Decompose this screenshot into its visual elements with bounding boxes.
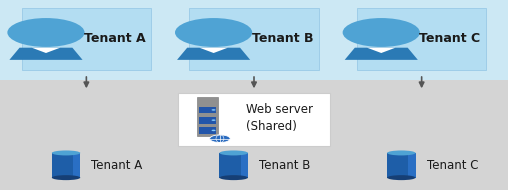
Circle shape [211,130,215,131]
Bar [387,153,416,178]
Text: Tenant A: Tenant A [91,159,143,172]
Text: Tenant B: Tenant B [252,32,313,45]
FancyBboxPatch shape [189,8,319,70]
Bar [52,153,80,178]
Polygon shape [73,153,80,178]
Bar [0,80,508,190]
Ellipse shape [219,175,248,180]
Text: Tenant A: Tenant A [84,32,146,45]
Polygon shape [10,48,82,60]
Ellipse shape [219,150,248,155]
Bar [199,117,215,124]
Bar [0,0,508,80]
Bar [199,127,215,134]
Polygon shape [241,153,248,178]
Ellipse shape [52,175,80,180]
Circle shape [211,109,215,111]
Polygon shape [31,48,60,53]
Circle shape [210,135,230,142]
Circle shape [175,18,252,47]
Polygon shape [408,153,416,178]
FancyBboxPatch shape [197,97,217,136]
Text: Tenant C: Tenant C [419,32,481,45]
Ellipse shape [387,175,416,180]
Circle shape [342,18,420,47]
Ellipse shape [387,150,416,155]
Bar [199,107,215,113]
FancyBboxPatch shape [21,8,151,70]
Text: Tenant C: Tenant C [427,159,478,172]
FancyBboxPatch shape [178,93,330,146]
Circle shape [211,119,215,121]
FancyBboxPatch shape [357,8,486,70]
Polygon shape [199,48,228,53]
Circle shape [7,18,84,47]
Bar [219,153,248,178]
Polygon shape [344,48,418,60]
Polygon shape [367,48,395,53]
Polygon shape [177,48,250,60]
Text: Web server
(Shared): Web server (Shared) [246,103,313,133]
Text: Tenant B: Tenant B [259,159,310,172]
Ellipse shape [52,150,80,155]
